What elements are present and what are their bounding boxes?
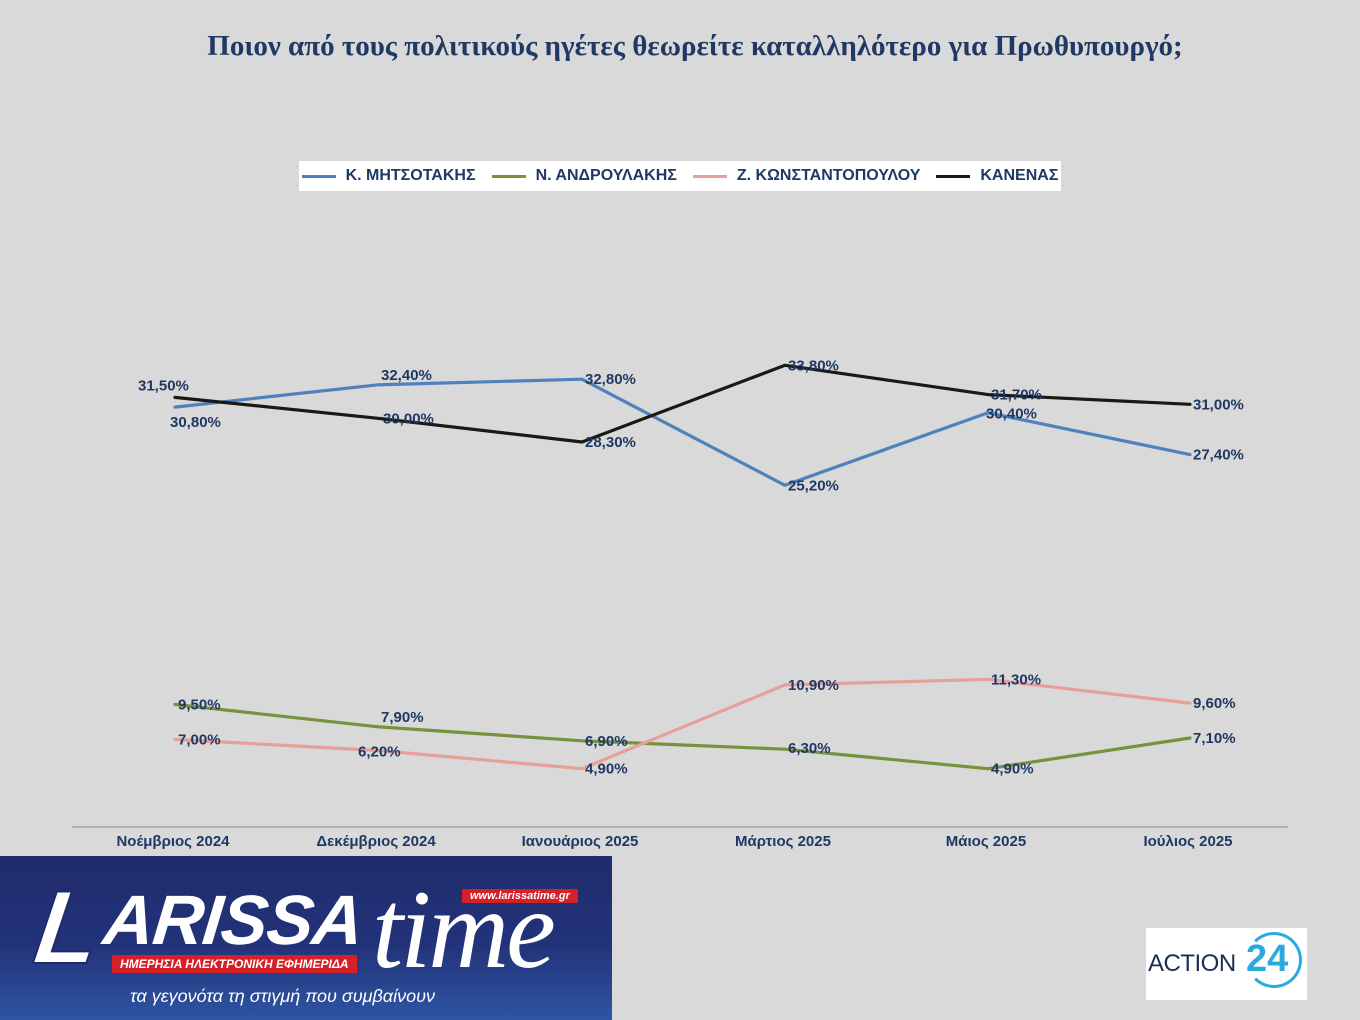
data-label: 32,40% — [381, 367, 432, 384]
data-label: 6,30% — [788, 740, 831, 757]
legend-swatch — [491, 174, 526, 178]
legend-label: Κ. ΜΗΤΣΟΤΑΚΗΣ — [345, 167, 476, 184]
legend-swatch — [301, 174, 336, 178]
x-tick-label: Μάρτιος 2025 — [735, 833, 831, 850]
data-label: 25,20% — [788, 477, 839, 494]
chart-legend: Κ. ΜΗΤΣΟΤΑΚΗΣ Ν. ΑΝΔΡΟΥΛΑΚΗΣ Ζ. ΚΩΝΣΤΑΝΤΟΠ… — [299, 161, 1061, 191]
data-label: 9,60% — [1193, 695, 1236, 712]
data-label: 31,70% — [991, 387, 1042, 404]
action24-logo: ACTION 24 — [1146, 928, 1307, 1000]
action24-ring-icon — [1246, 932, 1302, 988]
legend-item: Ν. ΑΝΔΡΟΥΛΑΚΗΣ — [491, 167, 677, 185]
legend-label: ΚΑΝΕΝΑΣ — [980, 167, 1059, 184]
data-label: 7,10% — [1193, 730, 1236, 747]
series-line-3 — [173, 677, 1192, 771]
action24-number: 24 — [1246, 938, 1289, 980]
series-line-4 — [173, 363, 1192, 444]
legend-item: Ζ. ΚΩΝΣΤΑΝΤΟΠΟΥΛΟΥ — [692, 167, 921, 185]
x-tick-label: Μάιος 2025 — [946, 833, 1026, 850]
legend-swatch — [936, 174, 971, 178]
legend-item: ΚΑΝΕΝΑΣ — [936, 167, 1058, 185]
legend-label: Ζ. ΚΩΝΣΤΑΝΤΟΠΟΥΛΟΥ — [736, 167, 921, 184]
logo-arissa: ARISSA — [99, 881, 367, 959]
legend-item: Κ. ΜΗΤΣΟΤΑΚΗΣ — [301, 167, 476, 185]
x-tick-label: Ιανουάριος 2025 — [522, 833, 639, 850]
data-label: 33,80% — [788, 357, 839, 374]
logo-tagline: τα γεγονότα τη στιγμή που συμβαίνουν — [130, 986, 435, 1006]
data-label: 6,20% — [358, 744, 401, 761]
legend-label: Ν. ΑΝΔΡΟΥΛΑΚΗΣ — [535, 167, 677, 184]
data-label: 11,30% — [991, 671, 1041, 688]
series-line-1 — [173, 377, 1192, 487]
data-label: 32,80% — [585, 371, 636, 388]
data-label: 6,90% — [585, 733, 628, 750]
logo-subtitle: ΗΜΕΡΗΣΙΑ ΗΛΕΚΤΡΟΝΙΚΗ ΕΦΗΜΕΡΙΔΑ — [112, 955, 357, 973]
data-label: 28,30% — [585, 434, 636, 451]
data-label: 10,90% — [788, 677, 839, 694]
data-label: 7,90% — [381, 709, 424, 726]
data-label: 7,00% — [178, 731, 221, 748]
logo-letter-l: L — [27, 869, 109, 987]
data-label: 27,40% — [1193, 447, 1244, 464]
x-tick-label: Ιούλιος 2025 — [1143, 833, 1232, 850]
x-tick-label: Νοέμβριος 2024 — [116, 833, 230, 850]
data-label: 4,90% — [585, 761, 628, 778]
data-label: 30,40% — [986, 406, 1037, 423]
data-label: 31,00% — [1193, 396, 1244, 413]
data-label: 30,00% — [383, 410, 434, 427]
x-tick-label: Δεκέμβριος 2024 — [316, 833, 436, 850]
data-label: 4,90% — [991, 761, 1034, 778]
data-label: 30,80% — [170, 414, 221, 431]
legend-swatch — [692, 174, 727, 178]
action24-text: ACTION — [1148, 950, 1236, 977]
data-label: 31,50% — [138, 377, 189, 394]
larissa-time-logo: L ARISSA time www.larissatime.gr ΗΜΕΡΗΣΙ… — [0, 856, 612, 1020]
logo-url: www.larissatime.gr — [462, 889, 578, 903]
chart-title: Ποιον από τους πολιτικούς ηγέτες θεωρείτ… — [207, 30, 1183, 62]
data-label: 9,50% — [178, 696, 221, 713]
series-line-2 — [173, 702, 1192, 771]
